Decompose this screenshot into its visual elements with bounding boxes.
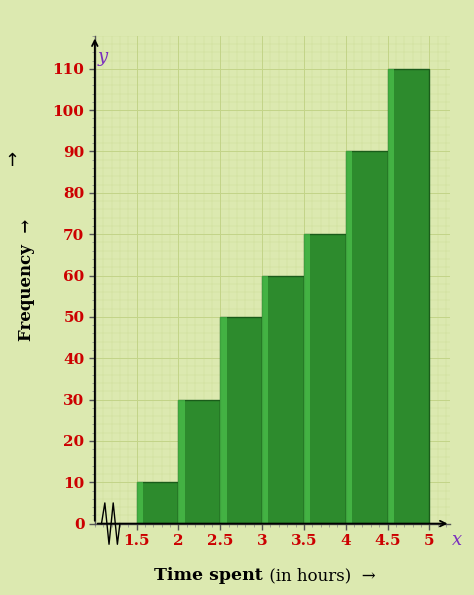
Bar: [304, 234, 346, 524]
Bar: [346, 152, 352, 524]
Bar: [137, 483, 143, 524]
Text: Time spent: Time spent: [155, 568, 263, 584]
Text: x: x: [452, 531, 462, 549]
Text: Frequency  →: Frequency →: [18, 218, 35, 341]
Bar: [262, 275, 304, 524]
Bar: [346, 152, 388, 524]
Bar: [388, 69, 429, 524]
Bar: [178, 400, 220, 524]
Bar: [304, 234, 310, 524]
Text: ↑: ↑: [4, 152, 19, 170]
Bar: [137, 483, 178, 524]
Text: y: y: [98, 48, 108, 66]
Bar: [220, 317, 227, 524]
Bar: [388, 69, 394, 524]
Bar: [262, 275, 268, 524]
Bar: [178, 400, 185, 524]
Bar: [220, 317, 262, 524]
Text: (in hours)  →: (in hours) →: [264, 568, 376, 584]
